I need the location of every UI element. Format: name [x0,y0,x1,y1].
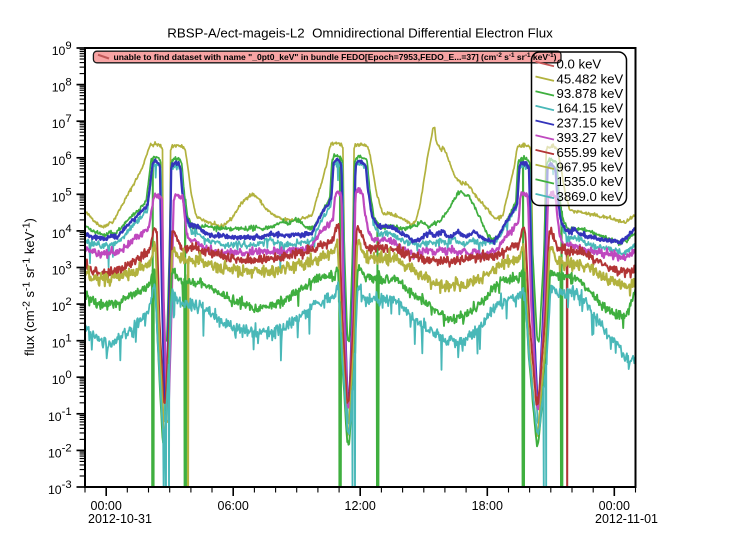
svg-text:45.482 keV: 45.482 keV [557,71,624,86]
svg-text:10-1: 10-1 [48,406,72,424]
svg-text:0.0 keV: 0.0 keV [557,57,602,72]
svg-text:105: 105 [52,186,72,204]
svg-text:RBSP-A/ect-mageis-L2 Omnidire: RBSP-A/ect-mageis-L2 Omnidirectional Dif… [167,26,553,41]
svg-text:2012-11-01: 2012-11-01 [595,512,658,526]
svg-text:flux (cm-2 s-1 sr-1 keV-1): flux (cm-2 s-1 sr-1 keV-1) [21,218,38,356]
svg-text:103: 103 [52,260,72,278]
svg-text:2012-10-31: 2012-10-31 [88,512,152,526]
svg-text:00:00: 00:00 [91,499,122,513]
svg-text:102: 102 [52,296,72,314]
svg-text:393.27 keV: 393.27 keV [557,130,624,145]
svg-text:104: 104 [52,223,72,241]
svg-text:00:00: 00:00 [599,499,630,513]
svg-text:93.878 keV: 93.878 keV [557,86,624,101]
svg-text:10-3: 10-3 [48,479,72,497]
svg-text:10-2: 10-2 [48,442,72,460]
svg-text:06:00: 06:00 [218,499,249,513]
svg-text:107: 107 [52,113,72,131]
svg-text:106: 106 [52,150,72,168]
svg-text:108: 108 [52,77,72,95]
svg-text:3869.0 keV: 3869.0 keV [557,189,624,204]
svg-text:101: 101 [52,333,72,351]
svg-text:100: 100 [52,369,72,387]
svg-text:18:00: 18:00 [472,499,503,513]
svg-text:237.15 keV: 237.15 keV [557,115,624,130]
svg-text:unable to find dataset with na: unable to find dataset with name "_0pt0_… [114,53,557,62]
svg-text:164.15 keV: 164.15 keV [557,101,624,116]
svg-text:655.99 keV: 655.99 keV [557,145,624,160]
svg-text:1535.0 keV: 1535.0 keV [557,174,624,189]
svg-text:967.95 keV: 967.95 keV [557,160,624,175]
svg-text:109: 109 [52,40,72,58]
svg-text:12:00: 12:00 [345,499,376,513]
